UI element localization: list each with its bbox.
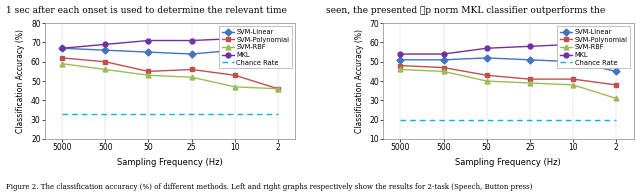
Chance Rate	[101, 113, 109, 115]
Legend: SVM-Linear, SVM-Polynomial, SVM-RBF, MKL, Chance Rate: SVM-Linear, SVM-Polynomial, SVM-RBF, MKL…	[219, 26, 292, 69]
SVM-Polynomial	[188, 68, 195, 71]
MKL	[188, 39, 195, 42]
Line: MKL: MKL	[398, 42, 619, 62]
SVM-Linear	[274, 63, 282, 65]
Line: SVM-Polynomial: SVM-Polynomial	[60, 55, 280, 91]
Text: 1 sec after each onset is used to determine the relevant time: 1 sec after each onset is used to determ…	[6, 6, 287, 15]
SVM-RBF	[440, 70, 447, 73]
SVM-Polynomial	[231, 74, 239, 76]
Chance Rate	[440, 119, 447, 121]
SVM-Polynomial	[483, 74, 491, 76]
SVM-RBF	[145, 74, 152, 76]
X-axis label: Sampling Frequency (Hz): Sampling Frequency (Hz)	[456, 158, 561, 167]
Chance Rate	[58, 113, 66, 115]
SVM-Polynomial	[58, 57, 66, 59]
Chance Rate	[526, 119, 534, 121]
SVM-Polynomial	[274, 88, 282, 90]
Chance Rate	[145, 113, 152, 115]
Chance Rate	[274, 113, 282, 115]
SVM-Linear	[397, 59, 404, 61]
Chance Rate	[570, 119, 577, 121]
Line: MKL: MKL	[60, 36, 280, 55]
Line: SVM-Linear: SVM-Linear	[60, 46, 280, 66]
Line: SVM-RBF: SVM-RBF	[60, 61, 280, 91]
MKL	[231, 37, 239, 40]
MKL	[58, 47, 66, 49]
SVM-RBF	[188, 76, 195, 78]
SVM-Linear	[101, 49, 109, 51]
SVM-RBF	[612, 97, 620, 100]
Text: Figure 2. The classification accuracy (%) of different methods. Left and right g: Figure 2. The classification accuracy (%…	[6, 183, 532, 191]
Chance Rate	[612, 119, 620, 121]
SVM-Linear	[440, 59, 447, 61]
SVM-Linear	[483, 57, 491, 59]
SVM-RBF	[274, 88, 282, 90]
MKL	[274, 51, 282, 53]
SVM-RBF	[570, 84, 577, 86]
SVM-Linear	[570, 61, 577, 63]
MKL	[570, 43, 577, 46]
Line: SVM-Linear: SVM-Linear	[398, 55, 619, 74]
SVM-Linear	[58, 47, 66, 49]
Chance Rate	[483, 119, 491, 121]
Y-axis label: Classification Accuracy (%): Classification Accuracy (%)	[17, 29, 26, 133]
SVM-Linear	[231, 49, 239, 51]
SVM-Polynomial	[526, 78, 534, 80]
SVM-Polynomial	[101, 61, 109, 63]
MKL	[145, 39, 152, 42]
MKL	[440, 53, 447, 55]
Line: SVM-Polynomial: SVM-Polynomial	[398, 63, 619, 87]
SVM-Polynomial	[397, 64, 404, 67]
MKL	[101, 43, 109, 46]
Text: seen, the presented ℓp norm MKL classifier outperforms the: seen, the presented ℓp norm MKL classifi…	[326, 6, 605, 15]
SVM-RBF	[526, 82, 534, 84]
SVM-Linear	[145, 51, 152, 53]
MKL	[483, 47, 491, 49]
Line: SVM-RBF: SVM-RBF	[398, 67, 619, 101]
SVM-Polynomial	[570, 78, 577, 80]
SVM-Polynomial	[612, 84, 620, 86]
Legend: SVM-Linear, SVM-Polynomial, SVM-RBF, MKL, Chance Rate: SVM-Linear, SVM-Polynomial, SVM-RBF, MKL…	[557, 26, 630, 69]
SVM-Linear	[526, 59, 534, 61]
SVM-RBF	[397, 68, 404, 71]
SVM-Linear	[612, 70, 620, 73]
SVM-RBF	[231, 86, 239, 88]
SVM-Linear	[188, 53, 195, 55]
SVM-Polynomial	[440, 66, 447, 69]
SVM-RBF	[101, 68, 109, 71]
X-axis label: Sampling Frequency (Hz): Sampling Frequency (Hz)	[117, 158, 223, 167]
Chance Rate	[188, 113, 195, 115]
Chance Rate	[231, 113, 239, 115]
SVM-Polynomial	[145, 70, 152, 73]
Y-axis label: Classification Accuracy (%): Classification Accuracy (%)	[355, 29, 364, 133]
SVM-RBF	[483, 80, 491, 82]
MKL	[397, 53, 404, 55]
MKL	[612, 59, 620, 61]
MKL	[526, 45, 534, 47]
Chance Rate	[397, 119, 404, 121]
SVM-RBF	[58, 63, 66, 65]
